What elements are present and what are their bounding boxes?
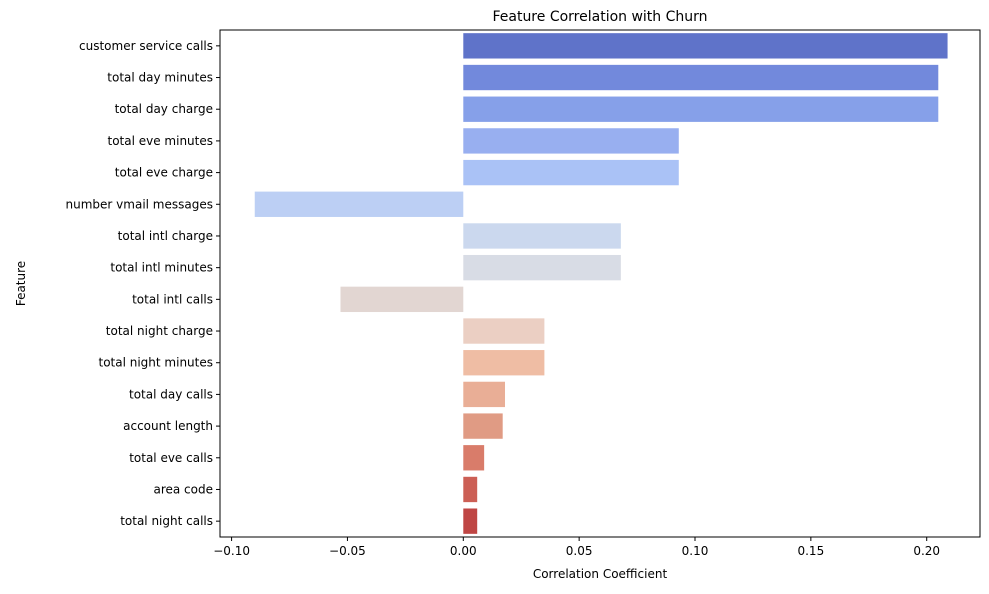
y-tick-label: total day calls <box>129 387 213 401</box>
bar-total-day-charge <box>463 96 939 122</box>
y-tick-label: total day minutes <box>107 71 213 85</box>
x-tick-label: 0.05 <box>566 544 593 558</box>
bar-customer-service-calls <box>463 33 948 59</box>
y-axis-ticks: customer service calls total day minutes t… <box>66 39 220 528</box>
bar-account-length <box>463 413 503 439</box>
y-tick-label: total night calls <box>120 514 213 528</box>
y-tick-label: total eve calls <box>129 451 213 465</box>
y-tick-label: total intl charge <box>118 229 213 243</box>
y-tick-label: total intl calls <box>132 292 213 306</box>
x-tick-label: 0.10 <box>682 544 709 558</box>
bar-total-intl-calls <box>340 286 464 313</box>
bar-total-night-minutes <box>463 350 545 376</box>
chart-title: Feature Correlation with Churn <box>492 9 707 25</box>
bar-total-day-calls <box>463 381 505 408</box>
y-tick-label: customer service calls <box>79 39 213 53</box>
y-tick-label: area code <box>153 482 213 496</box>
y-tick-label: total night minutes <box>98 356 213 370</box>
y-tick-label: total eve charge <box>115 166 213 180</box>
bar-total-eve-charge <box>463 159 679 186</box>
x-tick-label: −0.05 <box>329 544 366 558</box>
x-tick-label: −0.10 <box>213 544 250 558</box>
y-tick-label: account length <box>123 419 213 433</box>
bars-layer <box>254 33 948 534</box>
bar-total-intl-minutes <box>463 254 621 281</box>
bar-number-vmail-messages <box>254 191 464 217</box>
x-axis-label: Correlation Coefficient <box>533 567 668 581</box>
x-tick-label: 0.00 <box>450 544 477 558</box>
y-tick-label: total day charge <box>115 102 213 116</box>
bar-area-code <box>463 476 478 503</box>
x-tick-label: 0.20 <box>913 544 940 558</box>
bar-total-eve-calls <box>463 445 485 471</box>
y-tick-label: total eve minutes <box>107 134 213 148</box>
bar-total-night-calls <box>463 508 478 534</box>
bar-total-eve-minutes <box>463 128 679 154</box>
x-tick-label: 0.15 <box>797 544 824 558</box>
bar-total-night-charge <box>463 318 545 344</box>
y-axis-label: Feature <box>14 261 28 306</box>
y-tick-label: number vmail messages <box>66 197 213 211</box>
bar-total-intl-charge <box>463 223 621 249</box>
x-axis-ticks: −0.10 −0.05 0.00 0.05 0.10 0.15 0.20 <box>213 537 940 558</box>
y-tick-label: total intl minutes <box>110 261 213 275</box>
bar-total-day-minutes <box>463 64 939 91</box>
y-tick-label: total night charge <box>106 324 213 338</box>
plot-area-frame <box>219 29 981 538</box>
